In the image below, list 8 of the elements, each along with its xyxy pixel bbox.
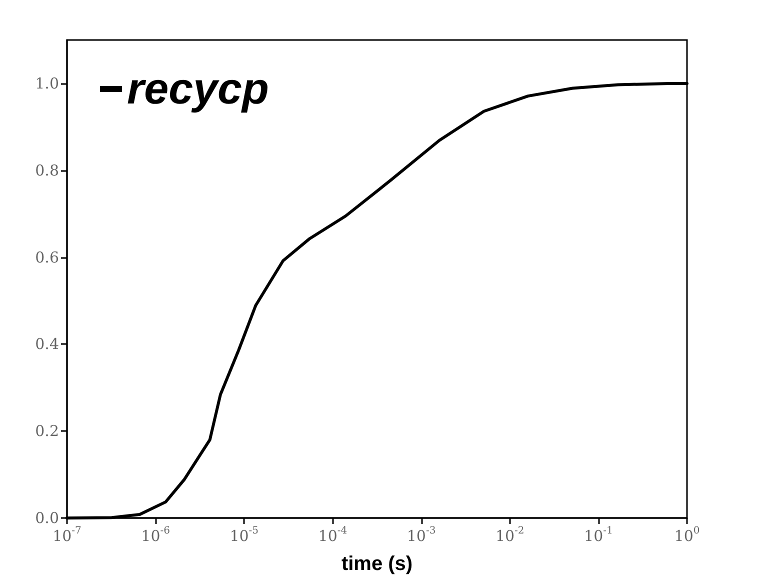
y-tick-label: 0.8: [35, 161, 59, 180]
legend-label: recycp: [127, 64, 269, 114]
y-tick-label: 0.4: [35, 335, 59, 354]
x-axis-title: time (s): [341, 553, 413, 575]
y-tick-label: 0.2: [35, 422, 59, 440]
y-tick-label: 0.0: [35, 509, 59, 527]
y-tick-label: 0.6: [35, 248, 59, 266]
y-tick-label: 1.0: [35, 74, 59, 92]
